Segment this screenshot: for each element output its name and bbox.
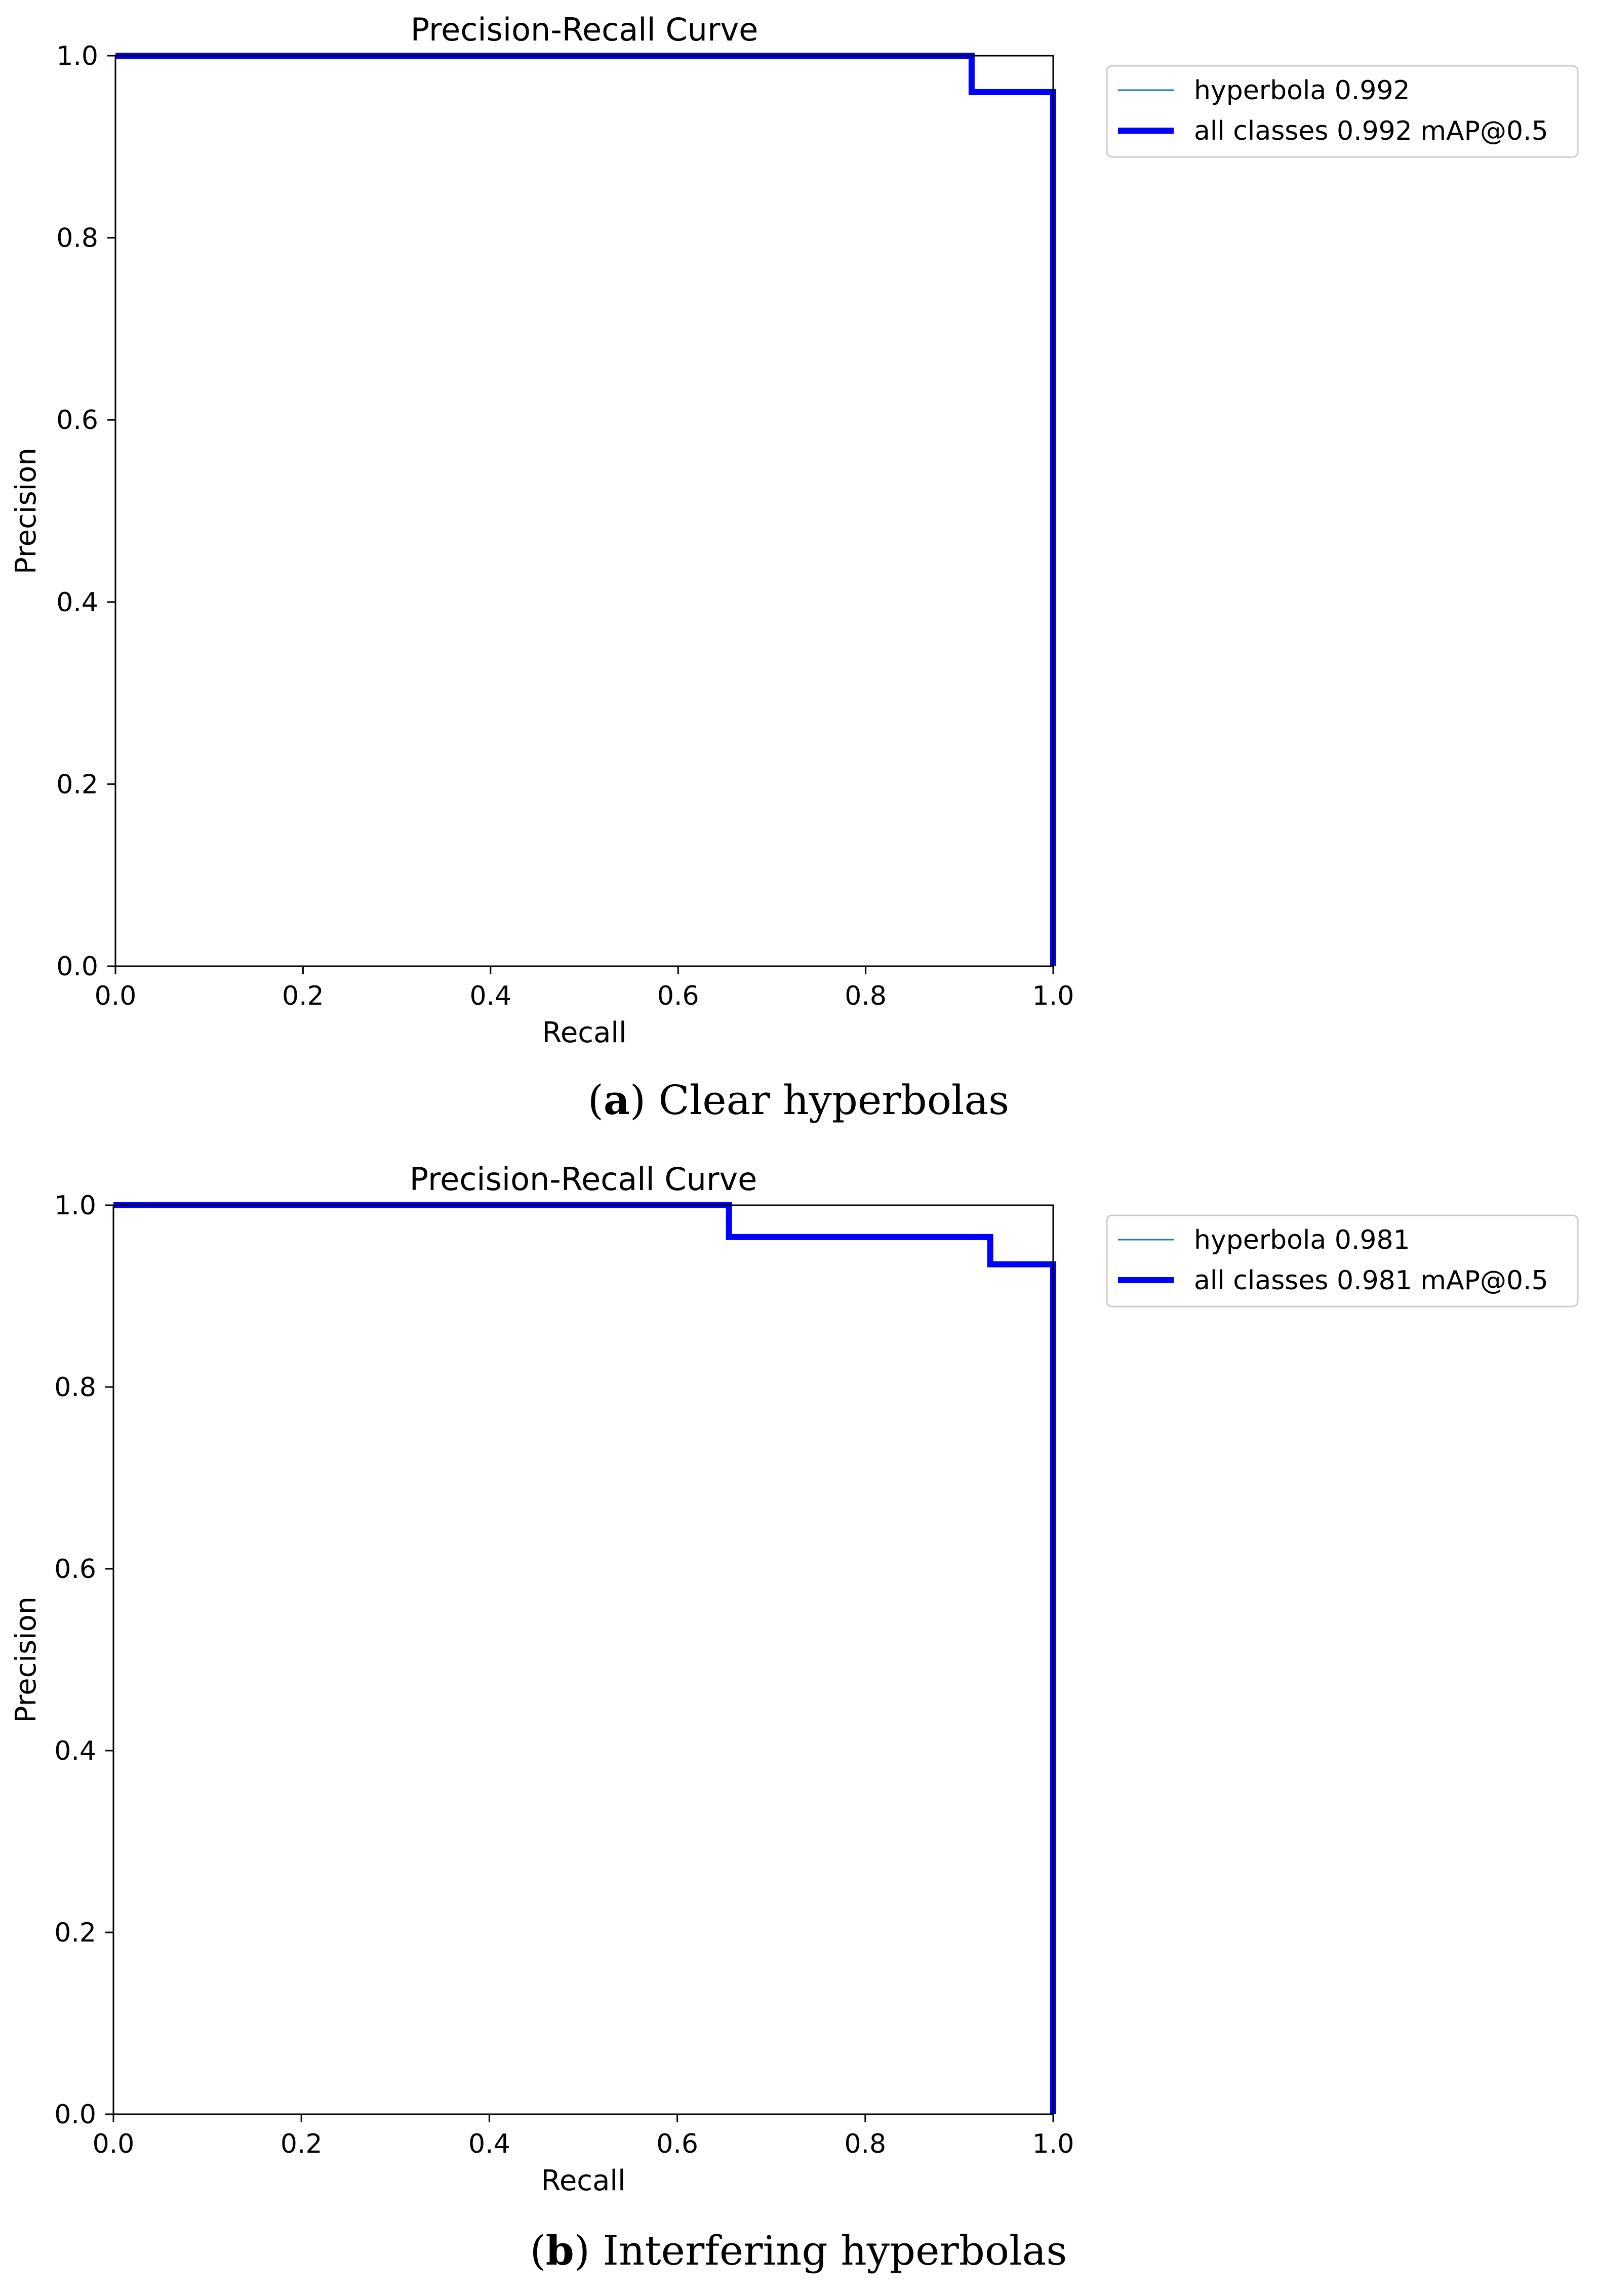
x-tick-label: 0.8: [844, 2129, 886, 2159]
x-tick-label: 0.8: [845, 981, 887, 1011]
series-line-all-classes: [113, 1202, 1056, 2114]
plot-frame: [114, 55, 1054, 967]
caption-a-label: a: [603, 1076, 630, 1124]
pr-curve-chart-a: Precision-Recall Curve 0.0 0.2 0.4 0.6 0.8 1.0…: [10, 11, 1579, 1049]
y-tick-label: 0.4: [54, 1736, 96, 1766]
y-tick-label: 0.4: [56, 587, 98, 618]
caption-b: (b) Interfering hyperbolas: [530, 2227, 1067, 2274]
plot-frame: [112, 1204, 1054, 2115]
series-line-hyperbola: [113, 1204, 1054, 2114]
legend-label-hyperbola: hyperbola 0.992: [1194, 75, 1410, 106]
chart-title: Precision-Recall Curve: [411, 11, 758, 48]
series-line-all-classes: [115, 53, 1056, 966]
x-tick-label: 0.2: [282, 981, 324, 1011]
series-line-hyperbola: [115, 55, 1054, 966]
caption-a-text: Clear hyperbolas: [646, 1077, 1010, 1124]
y-tick-label: 0.6: [54, 1554, 96, 1585]
legend-label-all-classes: all classes 0.992 mAP@0.5: [1194, 116, 1548, 146]
x-axis-label: Recall: [541, 2164, 625, 2197]
y-tick-label: 0.0: [54, 2100, 96, 2130]
figure-panel-a: Precision-Recall Curve 0.0 0.2 0.4 0.6 0.8 1.0…: [10, 11, 1579, 1124]
x-tick-label: 0.0: [93, 2129, 135, 2159]
x-tick-label: 0.4: [468, 2129, 510, 2159]
y-tick-label: 0.2: [56, 769, 98, 800]
x-tick-label: 0.6: [657, 981, 699, 1011]
x-tick-label: 1.0: [1032, 2129, 1074, 2159]
caption-b-label: b: [545, 2227, 574, 2274]
chart-title: Precision-Recall Curve: [410, 1161, 757, 1198]
y-tick-label: 1.0: [54, 1191, 96, 1221]
y-tick-label: 0.8: [56, 223, 98, 254]
y-tick-label: 0.8: [54, 1372, 96, 1403]
legend-box: [1106, 1214, 1579, 1308]
y-tick-label: 0.0: [56, 952, 98, 982]
y-tick-label: 1.0: [56, 41, 98, 71]
legend-box: [1106, 65, 1579, 158]
pr-curve-chart-b: Precision-Recall Curve 0.0 0.2 0.4 0.6 0.8 1.0…: [10, 1161, 1579, 2197]
y-tick-label: 0.6: [56, 405, 98, 436]
caption-a: (a) Clear hyperbolas: [587, 1076, 1010, 1124]
y-axis-label: Precision: [10, 1597, 43, 1723]
x-axis-label: Recall: [542, 1016, 626, 1049]
legend-label-all-classes: all classes 0.981 mAP@0.5: [1194, 1265, 1548, 1296]
legend-label-hyperbola: hyperbola 0.981: [1194, 1225, 1410, 1255]
x-tick-label: 0.6: [656, 2129, 698, 2159]
x-tick-label: 1.0: [1032, 981, 1074, 1011]
x-tick-label: 0.0: [95, 981, 137, 1011]
caption-b-text: Interfering hyperbolas: [589, 2227, 1067, 2274]
figure-panel-b: Precision-Recall Curve 0.0 0.2 0.4 0.6 0.8 1.0…: [0, 1148, 1597, 2296]
y-tick-label: 0.2: [54, 1918, 96, 1948]
x-tick-label: 0.4: [469, 981, 511, 1011]
x-tick-label: 0.2: [281, 2129, 323, 2159]
y-axis-label: Precision: [10, 448, 43, 574]
